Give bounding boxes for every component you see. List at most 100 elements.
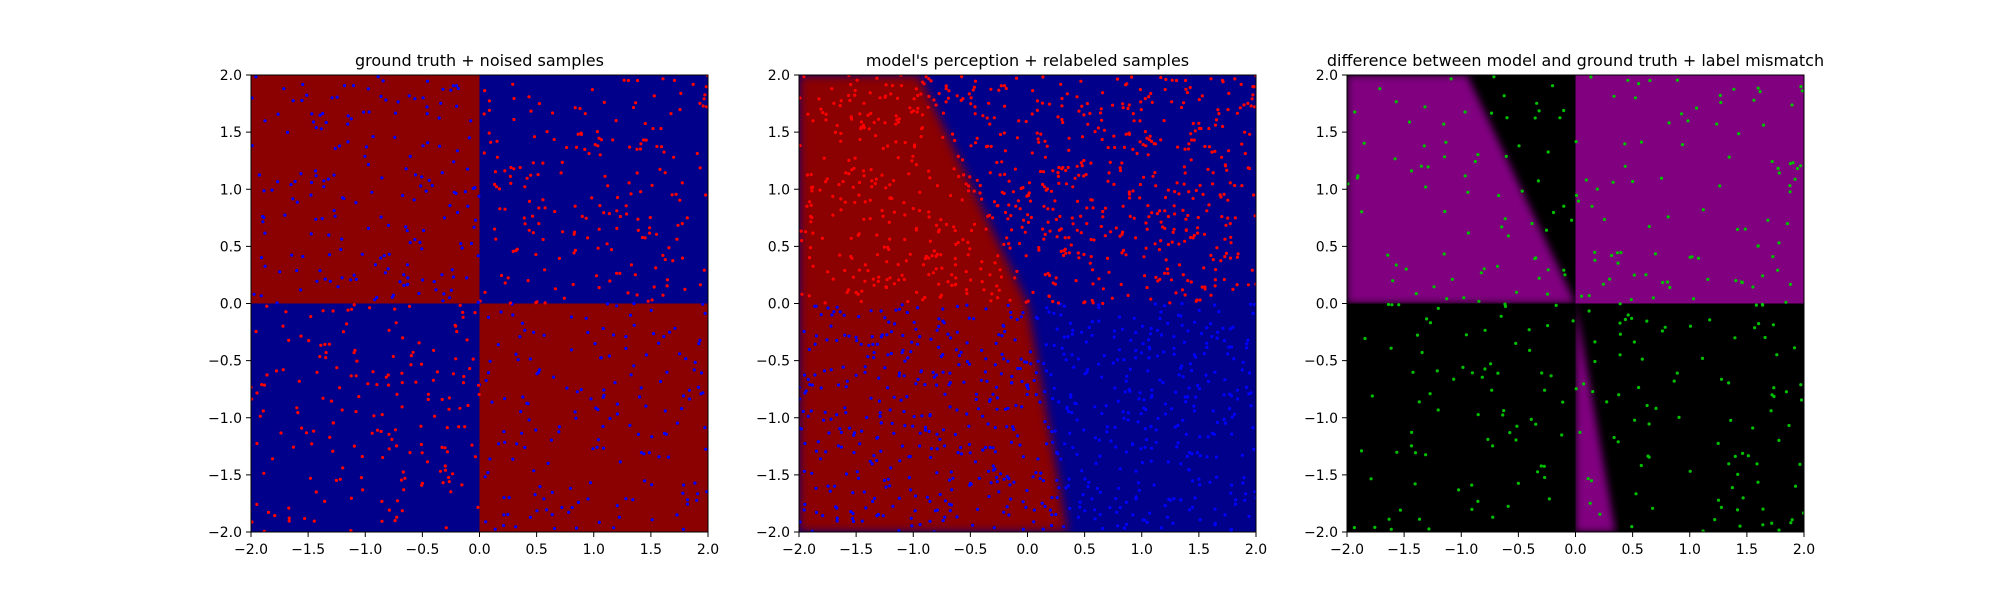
scatter-point [1054,512,1058,517]
scatter-point [1069,243,1073,247]
scatter-point [949,336,953,340]
scatter-point [1186,213,1190,218]
scatter-point [900,273,904,277]
scatter-point [927,210,931,214]
scatter-point [1249,302,1253,306]
scatter-point [869,396,873,400]
scatter-point [458,303,462,307]
scatter-point [497,187,502,191]
scatter-point [1249,404,1253,408]
scatter-point [1442,122,1446,126]
scatter-point [679,91,683,95]
scatter-point [402,488,406,492]
scatter-point [598,153,602,157]
scatter-point [1100,118,1104,122]
scatter-point [1180,364,1184,368]
scatter-point [1145,286,1149,290]
scatter-point [531,231,535,235]
scatter-point [967,424,971,428]
scatter-point [346,122,350,126]
scatter-point [868,198,872,202]
scatter-point [857,315,861,319]
scatter-point [1120,161,1124,165]
scatter-point [537,370,541,374]
scatter-point [889,92,893,96]
scatter-point [299,288,303,292]
scatter-point [443,468,448,472]
scatter-point [543,206,547,210]
scatter-point [929,447,934,451]
scatter-point [532,330,536,334]
scatter-point [373,263,378,267]
scatter-point [1618,302,1622,306]
scatter-point [1233,216,1237,220]
scatter-point [1436,408,1440,412]
scatter-point [523,222,527,226]
scatter-point [531,214,535,218]
scatter-point [1631,179,1635,184]
scatter-point [1738,524,1742,528]
scatter-point [1082,252,1086,257]
scatter-point [897,117,901,121]
scatter-point [602,100,606,104]
scatter-point [974,392,979,396]
scatter-point [1137,397,1141,401]
scatter-point [941,111,946,115]
scatter-point [526,279,530,283]
scatter-point [1240,368,1244,372]
scatter-point [1100,375,1104,379]
scatter-point [520,431,524,435]
scatter-point [1466,231,1470,235]
scatter-point [845,379,849,383]
scatter-point [1409,169,1414,173]
scatter-point [1623,142,1627,146]
scatter-point [1030,112,1034,116]
scatter-point [546,461,550,465]
scatter-point [1570,218,1574,222]
scatter-point [1539,464,1543,468]
scatter-point [1675,371,1679,375]
scatter-point [824,118,828,122]
scatter-point [1101,91,1105,95]
scatter-point [541,161,545,165]
scatter-point [622,78,626,82]
scatter-point [1134,497,1138,501]
scatter-point [810,383,815,387]
scatter-point [646,299,650,303]
scatter-point [1186,329,1190,333]
scatter-point [1110,103,1115,107]
scatter-point [1020,405,1024,409]
scatter-point [1506,234,1510,238]
scatter-point [1184,228,1188,232]
scatter-point [503,397,507,401]
scatter-point [911,206,915,211]
scatter-point [262,471,266,475]
scatter-point [1182,165,1186,169]
scatter-point [340,408,344,412]
scatter-point [959,98,963,102]
scatter-point [324,356,328,360]
scatter-point [894,308,898,312]
scatter-point [1108,505,1112,510]
scatter-point [1075,418,1079,422]
scatter-point [511,82,515,86]
scatter-point [991,464,995,468]
scatter-point [701,302,705,306]
scatter-point [1228,222,1232,226]
scatter-point [251,520,254,524]
scatter-point [1561,400,1565,404]
scatter-point [1032,520,1036,524]
scatter-point [902,201,906,205]
scatter-point [567,510,571,514]
scatter-point [995,480,999,484]
scatter-point [310,180,314,185]
scatter-point [1190,368,1194,373]
scatter-point [1183,171,1187,175]
scatter-point [542,333,546,337]
scatter-point [680,407,684,411]
scatter-point [1470,507,1474,511]
scatter-point [312,429,316,433]
scatter-point [591,447,595,451]
scatter-point [1091,301,1095,305]
scatter-point [1098,490,1102,494]
